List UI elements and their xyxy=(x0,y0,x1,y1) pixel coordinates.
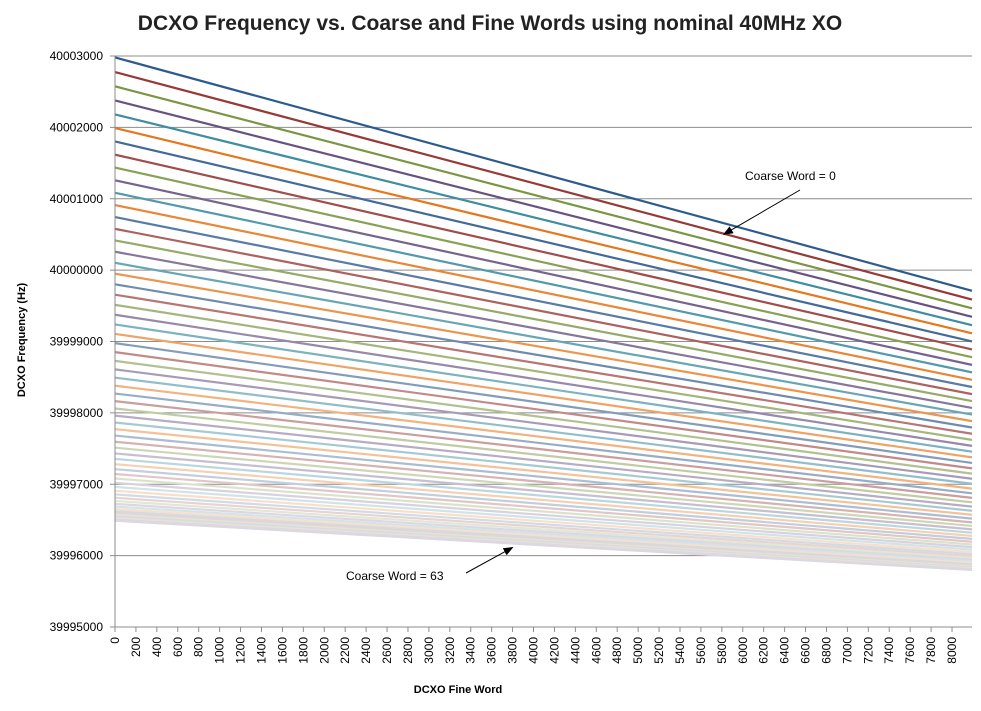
x-tick-label-15: 3000 xyxy=(422,637,436,664)
x-tick-label-3: 600 xyxy=(171,637,185,657)
x-tick-label-26: 5200 xyxy=(652,637,666,664)
series-line-coarse-28 xyxy=(115,378,972,484)
x-tick-label-34: 6800 xyxy=(819,637,833,664)
y-tick-labels: 39995000 39996000 39997000 39998000 39999000… xyxy=(50,49,115,634)
x-tick-label-24: 4800 xyxy=(610,637,624,664)
series-line-coarse-16 xyxy=(115,263,972,415)
annotation-coarse-0-label: Coarse Word = 0 xyxy=(745,169,836,183)
y-tick-label-3: 39998000 xyxy=(50,406,104,420)
x-tick-label-25: 5000 xyxy=(631,637,645,664)
x-tick-label-35: 7000 xyxy=(840,637,854,664)
x-tick-label-19: 3800 xyxy=(506,637,520,664)
x-tick-label-12: 2400 xyxy=(359,637,373,664)
x-tick-label-27: 5400 xyxy=(673,637,687,664)
y-tick-label-7: 40002000 xyxy=(50,120,104,134)
x-tick-label-4: 800 xyxy=(192,637,206,657)
x-tick-label-29: 5800 xyxy=(715,637,729,664)
y-tick-label-6: 40001000 xyxy=(50,192,104,206)
x-tick-label-20: 4000 xyxy=(527,637,541,664)
annotation-coarse-63-label: Coarse Word = 63 xyxy=(346,569,444,583)
series-line-coarse-17 xyxy=(115,274,972,421)
series-line-coarse-34 xyxy=(115,422,972,510)
x-tick-label-39: 7800 xyxy=(924,637,938,664)
x-tick-label-16: 3200 xyxy=(443,637,457,664)
y-tick-label-1: 39996000 xyxy=(50,549,104,563)
x-tick-label-32: 6400 xyxy=(778,637,792,664)
y-tick-label-4: 39999000 xyxy=(50,335,104,349)
x-tick-label-18: 3600 xyxy=(485,637,499,664)
annotation-coarse-0-arrow xyxy=(724,190,800,234)
x-tick-label-37: 7400 xyxy=(882,637,896,664)
x-tick-label-23: 4600 xyxy=(589,637,603,664)
y-tick-label-0: 39995000 xyxy=(50,620,104,634)
x-tick-label-36: 7200 xyxy=(861,637,875,664)
x-tick-label-17: 3400 xyxy=(464,637,478,664)
x-tick-label-13: 2600 xyxy=(380,637,394,664)
x-tick-label-10: 2000 xyxy=(317,637,331,664)
series-line-coarse-22 xyxy=(115,324,972,451)
series-line-coarse-27 xyxy=(115,369,972,478)
y-axis-label: DCXO Frequency (Hz) xyxy=(16,283,28,398)
x-tick-label-38: 7600 xyxy=(903,637,917,664)
x-tick-label-11: 2200 xyxy=(338,637,352,664)
series-line-coarse-21 xyxy=(115,315,972,446)
series-line-coarse-35 xyxy=(115,429,972,515)
series-line-coarse-30 xyxy=(115,394,972,494)
x-tick-label-8: 1600 xyxy=(275,637,289,664)
x-tick-label-7: 1400 xyxy=(254,637,268,664)
x-axis-label: DCXO Fine Word xyxy=(414,684,502,696)
x-tick-label-33: 6600 xyxy=(799,637,813,664)
x-tick-labels: 0 200 400 600 800 1000 1200 1400 1600 1800 2000 220… xyxy=(108,627,959,664)
x-tick-label-0: 0 xyxy=(108,637,122,644)
x-tick-label-2: 400 xyxy=(150,637,164,657)
series-line-coarse-29 xyxy=(115,386,972,489)
annotation-coarse-63-arrow xyxy=(466,547,513,573)
x-tick-label-1: 200 xyxy=(129,637,143,657)
x-tick-label-30: 6000 xyxy=(736,637,750,664)
x-tick-label-6: 1200 xyxy=(234,637,248,664)
y-tick-label-2: 39997000 xyxy=(50,477,104,491)
x-tick-label-21: 4200 xyxy=(547,637,561,664)
x-tick-label-22: 4400 xyxy=(568,637,582,664)
series-line-coarse-23 xyxy=(115,334,972,457)
x-tick-label-40: 8000 xyxy=(945,637,959,664)
series-line-coarse-0 xyxy=(115,57,972,290)
x-tick-label-5: 1000 xyxy=(213,637,227,664)
x-tick-label-9: 1800 xyxy=(296,637,310,664)
y-tick-label-5: 40000000 xyxy=(50,263,104,277)
series-line-coarse-20 xyxy=(115,305,972,440)
x-tick-label-31: 6200 xyxy=(757,637,771,664)
x-tick-label-14: 2800 xyxy=(401,637,415,664)
x-tick-label-28: 5600 xyxy=(694,637,708,664)
y-tick-label-8: 40003000 xyxy=(50,49,104,63)
series-group xyxy=(115,57,972,569)
chart-title: DCXO Frequency vs. Coarse and Fine Words… xyxy=(138,12,842,35)
series-line-coarse-18 xyxy=(115,284,972,427)
